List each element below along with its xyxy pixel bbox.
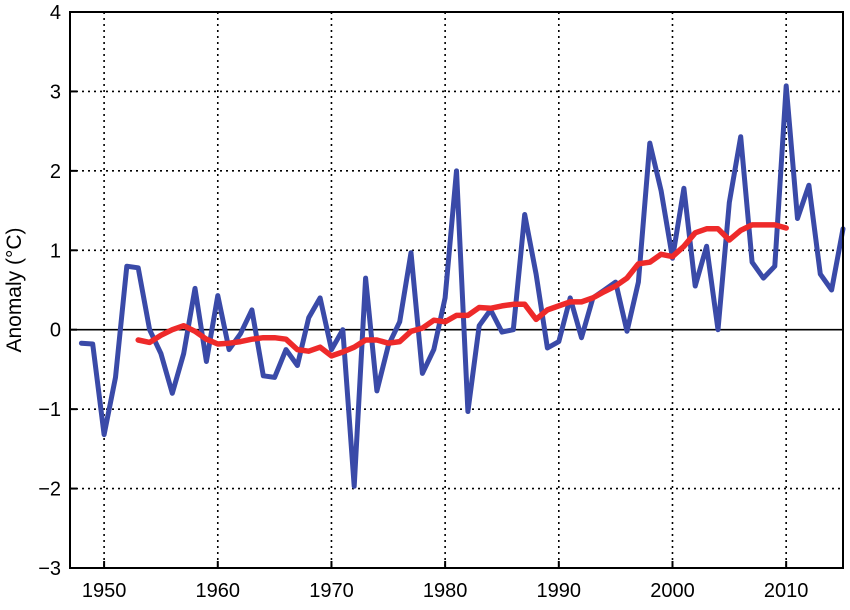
series-line-smoothed <box>135 222 789 359</box>
x-tick-label: 2000 <box>650 580 695 602</box>
x-tick-label: 1980 <box>423 580 468 602</box>
series-lines <box>78 83 846 489</box>
series-line-annual <box>78 83 846 489</box>
plot-frame <box>69 11 844 569</box>
x-tick-label: 1990 <box>537 580 582 602</box>
x-tick-label: 1970 <box>309 580 354 602</box>
x-tick-label: 1960 <box>196 580 241 602</box>
x-tick-label: 2010 <box>764 580 809 602</box>
y-tick-label: 2 <box>50 161 61 183</box>
y-tick-label: −3 <box>38 558 61 580</box>
grid-lines <box>70 12 843 568</box>
axis-ticks: 1950 1960 1970 1980 1990 2000 2010 −3 −2 −1 0 1 2 3 4 <box>38 2 808 602</box>
x-tick-label: 1950 <box>82 580 127 602</box>
y-tick-label: 3 <box>50 81 61 103</box>
y-tick-label: 0 <box>50 320 61 342</box>
y-tick-label: 4 <box>50 2 61 24</box>
y-axis-label: Anomaly (°C) <box>3 227 26 352</box>
y-tick-label: −2 <box>38 479 61 501</box>
y-tick-label: −1 <box>38 399 61 421</box>
y-tick-label: 1 <box>50 240 61 262</box>
